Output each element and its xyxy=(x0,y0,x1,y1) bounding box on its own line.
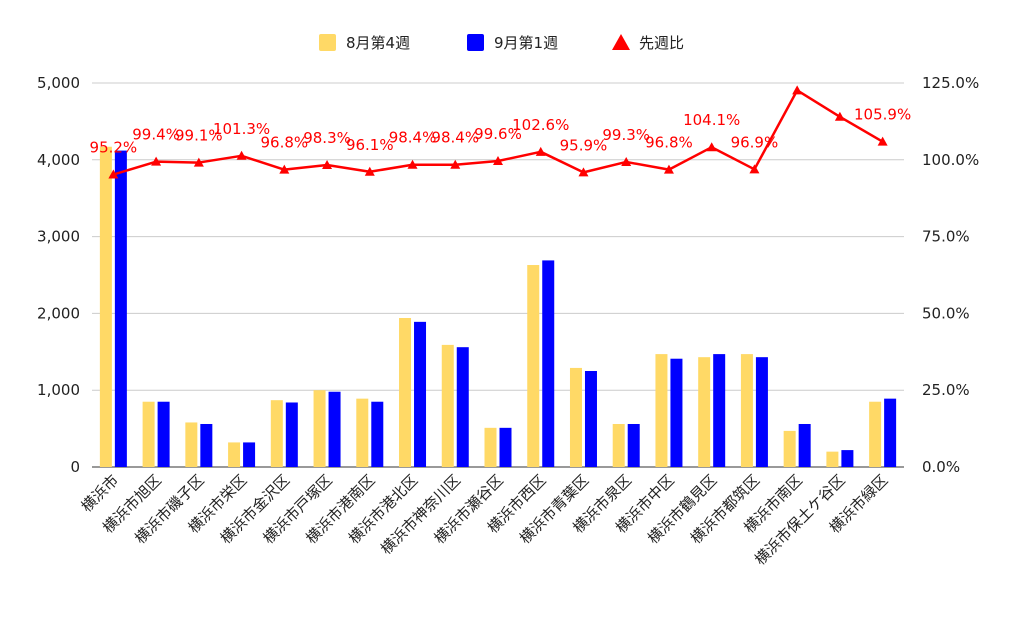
ratio-marker-5 xyxy=(279,164,290,174)
ratio-marker-15 xyxy=(706,142,717,152)
ratio-marker-19 xyxy=(877,136,888,146)
ratio-data-label: 96.1% xyxy=(346,136,394,154)
bar-3-series-2 xyxy=(200,423,213,467)
bar-6-series-1 xyxy=(313,390,326,467)
bar-5-series-1 xyxy=(270,400,283,467)
bar-4-series-2 xyxy=(243,442,256,467)
bar-6-series-2 xyxy=(328,391,341,467)
bar-12-series-1 xyxy=(569,367,582,467)
y-right-tick-label: 75.0% xyxy=(922,228,970,246)
ratio-marker-2 xyxy=(151,156,162,166)
bars-group xyxy=(99,146,897,468)
ratio-data-label: 99.6% xyxy=(474,125,522,143)
ratio-data-label: 98.3% xyxy=(303,129,351,147)
bar-15-series-1 xyxy=(698,357,711,467)
bar-17-series-1 xyxy=(783,430,796,467)
bar-16-series-2 xyxy=(755,357,768,467)
bar-11-series-1 xyxy=(527,265,540,467)
ratio-marker-16 xyxy=(749,164,760,174)
bar-8-series-1 xyxy=(399,318,412,467)
bar-9-series-2 xyxy=(456,347,469,467)
y-right-tick-label: 50.0% xyxy=(922,304,970,322)
legend-swatch-icon xyxy=(467,34,484,51)
bar-13-series-1 xyxy=(612,423,625,467)
ratio-data-label: 95.9% xyxy=(560,136,608,154)
bar-2-series-2 xyxy=(157,401,170,467)
bar-8-series-2 xyxy=(414,321,427,467)
legend: 8月第4週 9月第1週 先週比 xyxy=(319,34,684,52)
ratio-marker-1 xyxy=(108,169,119,179)
bar-18-series-1 xyxy=(826,451,839,467)
bar-7-series-2 xyxy=(371,401,384,467)
ratio-marker-10 xyxy=(493,156,503,166)
ratio-data-label: 96.9% xyxy=(731,133,779,151)
y-right-tick-label: 125.0% xyxy=(922,74,979,92)
y-left-tick-label: 2,000 xyxy=(37,304,80,322)
legend-triangle-icon xyxy=(612,34,630,50)
y-left-tick-label: 5,000 xyxy=(37,74,80,92)
ratio-marker-4 xyxy=(236,150,247,160)
ratio-data-label: 99.3% xyxy=(602,126,650,144)
ratio-data-label: 104.1% xyxy=(683,111,740,129)
ratio-marker-9 xyxy=(450,159,461,169)
bar-1-series-1 xyxy=(99,146,112,467)
ratio-data-label: 99.1% xyxy=(175,127,223,145)
ratio-marker-18 xyxy=(834,111,845,121)
ratio-data-label: 102.6% xyxy=(512,116,569,134)
ratio-marker-12 xyxy=(578,167,589,177)
ratio-data-label: 105.9% xyxy=(854,106,911,124)
y-left-tick-label: 3,000 xyxy=(37,228,80,246)
ratio-marker-14 xyxy=(663,164,674,174)
bar-18-series-2 xyxy=(841,450,854,467)
legend-swatch-icon xyxy=(319,34,336,51)
bar-3-series-1 xyxy=(185,422,198,467)
ratio-data-label: 99.4% xyxy=(132,126,180,144)
ratio-data-label: 101.3% xyxy=(213,120,270,138)
bar-5-series-2 xyxy=(285,402,298,467)
ratio-data-label: 98.4% xyxy=(431,129,479,147)
axes-group: 0 0.0% 1,000 25.0% 2,000 50.0% 3,000 75.0% 4,000… xyxy=(37,74,979,569)
legend-label: 先週比 xyxy=(639,34,684,52)
ratio-marker-6 xyxy=(322,160,333,170)
ratio-marker-3 xyxy=(193,157,204,167)
bar-9-series-1 xyxy=(441,344,454,467)
bar-7-series-1 xyxy=(356,398,369,467)
y-left-tick-label: 4,000 xyxy=(37,151,80,169)
ratio-marker-7 xyxy=(364,166,375,176)
bar-2-series-1 xyxy=(142,401,155,467)
ratio-marker-8 xyxy=(407,159,418,169)
y-right-tick-label: 25.0% xyxy=(922,381,970,399)
ratio-data-label: 95.2% xyxy=(90,139,138,157)
ratio-line-group xyxy=(108,85,888,179)
ratio-marker-11 xyxy=(535,146,546,156)
ratio-data-label: 96.8% xyxy=(645,134,693,152)
bar-10-series-2 xyxy=(499,427,512,467)
y-left-tick-label: 1,000 xyxy=(37,381,80,399)
ratio-data-label: 98.4% xyxy=(389,129,437,147)
bar-15-series-2 xyxy=(713,354,726,467)
y-right-tick-label: 0.0% xyxy=(922,458,960,476)
bar-4-series-1 xyxy=(228,442,241,467)
y-right-tick-label: 100.0% xyxy=(922,151,979,169)
data-labels-group: 95.2%99.4%99.1%101.3%96.8%98.3%96.1%98.4… xyxy=(90,106,912,157)
bar-14-series-1 xyxy=(655,354,668,467)
bar-13-series-2 xyxy=(627,423,640,467)
legend-label: 9月第1週 xyxy=(494,34,558,52)
y-left-tick-label: 0 xyxy=(70,458,80,476)
bar-16-series-1 xyxy=(740,354,753,467)
legend-label: 8月第4週 xyxy=(346,34,410,52)
ratio-data-label: 96.8% xyxy=(260,134,308,152)
ratio-marker-17 xyxy=(792,85,803,95)
bar-10-series-1 xyxy=(484,427,497,467)
bar-1-series-2 xyxy=(114,150,127,468)
bar-19-series-1 xyxy=(869,401,882,467)
ratio-marker-13 xyxy=(621,156,632,166)
bar-12-series-2 xyxy=(584,371,597,467)
bar-11-series-2 xyxy=(542,260,555,467)
bar-19-series-2 xyxy=(884,398,897,467)
bar-17-series-2 xyxy=(798,423,811,467)
bar-14-series-2 xyxy=(670,358,683,467)
